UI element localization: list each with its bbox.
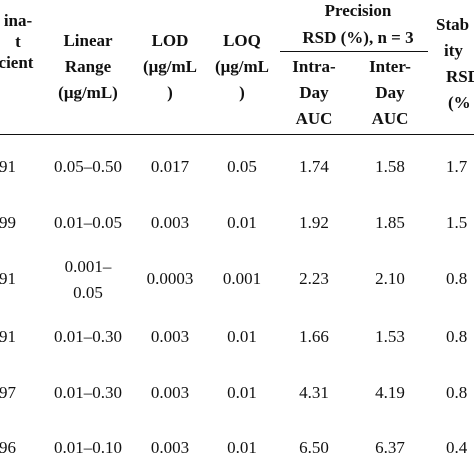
header-inter-day-line3: AUC — [371, 109, 409, 128]
row-3-r2: 91 — [0, 269, 16, 288]
row-3-lod: 0.0003 — [146, 269, 194, 288]
header-inter-day-line1: Inter- — [369, 57, 411, 76]
row-1-lod: 0.017 — [150, 157, 190, 176]
row-6-inter-day: 6.37 — [375, 438, 405, 457]
row-2-lod: 0.003 — [150, 213, 190, 232]
header-determination-line2: t — [15, 32, 21, 51]
row-1-r2: 91 — [0, 157, 16, 176]
header-lod-line1: LOD — [151, 31, 189, 50]
row-1-inter-day: 1.58 — [375, 157, 405, 176]
row-3-linear-range-line2: 0.05 — [73, 283, 103, 302]
header-loq-line1: LOQ — [223, 31, 261, 50]
header-linear-range-line3: (μg/mL) — [58, 83, 118, 102]
header-intra-day-line1: Intra- — [292, 57, 336, 76]
row-2-loq: 0.01 — [227, 213, 257, 232]
row-5-linear-range: 0.01–0.30 — [54, 383, 122, 402]
header-stability-line1: Stab — [436, 15, 470, 34]
row-1-loq: 0.05 — [227, 157, 257, 176]
row-2-inter-day: 1.85 — [375, 213, 405, 232]
row-2-r2: 99 — [0, 213, 16, 232]
row-3-stability: 0.8 — [446, 269, 468, 288]
header-linear-range-line2: Range — [64, 57, 112, 76]
row-2-intra-day: 1.92 — [299, 213, 329, 232]
header-precision-rsd: RSD (%), n = 3 — [302, 28, 414, 47]
header-stability-line2: ity — [444, 41, 463, 60]
row-3-linear-range-line1: 0.001– — [64, 257, 112, 276]
header-lod-line2: (μg/mL — [142, 57, 198, 76]
row-1-stability: 1.7 — [446, 157, 468, 176]
row-5-stability: 0.8 — [446, 383, 468, 402]
row-1-intra-day: 1.74 — [299, 157, 329, 176]
row-3-loq: 0.001 — [222, 269, 262, 288]
row-6-r2: 96 — [0, 438, 16, 457]
row-5-loq: 0.01 — [227, 383, 257, 402]
row-4-r2: 91 — [0, 327, 16, 346]
row-4-intra-day: 1.66 — [299, 327, 329, 346]
header-lod-line3: ) — [167, 83, 173, 102]
header-intra-day-line3: AUC — [295, 109, 333, 128]
row-2-linear-range: 0.01–0.05 — [54, 213, 122, 232]
header-bottom-rule — [0, 134, 474, 135]
row-6-intra-day: 6.50 — [299, 438, 329, 457]
header-loq-line2: (μg/mL — [214, 57, 270, 76]
row-4-inter-day: 1.53 — [375, 327, 405, 346]
row-2-stability: 1.5 — [446, 213, 468, 232]
header-determination-line1: ina- — [3, 11, 33, 30]
header-loq-line3: ) — [239, 83, 245, 102]
row-5-lod: 0.003 — [150, 383, 190, 402]
header-intra-day-line2: Day — [299, 83, 329, 102]
header-precision: Precision — [324, 1, 392, 20]
row-1-linear-range: 0.05–0.50 — [54, 157, 122, 176]
row-3-inter-day: 2.10 — [375, 269, 405, 288]
header-determination-line3: cient — [0, 53, 34, 72]
header-stability-line4: (% — [448, 93, 471, 112]
row-5-r2: 97 — [0, 383, 16, 402]
header-linear-range-line1: Linear — [63, 31, 113, 50]
row-5-inter-day: 4.19 — [375, 383, 405, 402]
row-4-lod: 0.003 — [150, 327, 190, 346]
row-6-linear-range: 0.01–0.10 — [54, 438, 122, 457]
row-6-stability: 0.4 — [446, 438, 468, 457]
row-3-intra-day: 2.23 — [299, 269, 329, 288]
row-4-linear-range: 0.01–0.30 — [54, 327, 122, 346]
row-4-stability: 0.8 — [446, 327, 468, 346]
header-stability-line3: RSD — [446, 67, 474, 86]
row-4-loq: 0.01 — [227, 327, 257, 346]
precision-subheader-rule — [280, 51, 428, 52]
header-inter-day-line2: Day — [375, 83, 405, 102]
row-6-loq: 0.01 — [227, 438, 257, 457]
row-5-intra-day: 4.31 — [299, 383, 329, 402]
row-6-lod: 0.003 — [150, 438, 190, 457]
